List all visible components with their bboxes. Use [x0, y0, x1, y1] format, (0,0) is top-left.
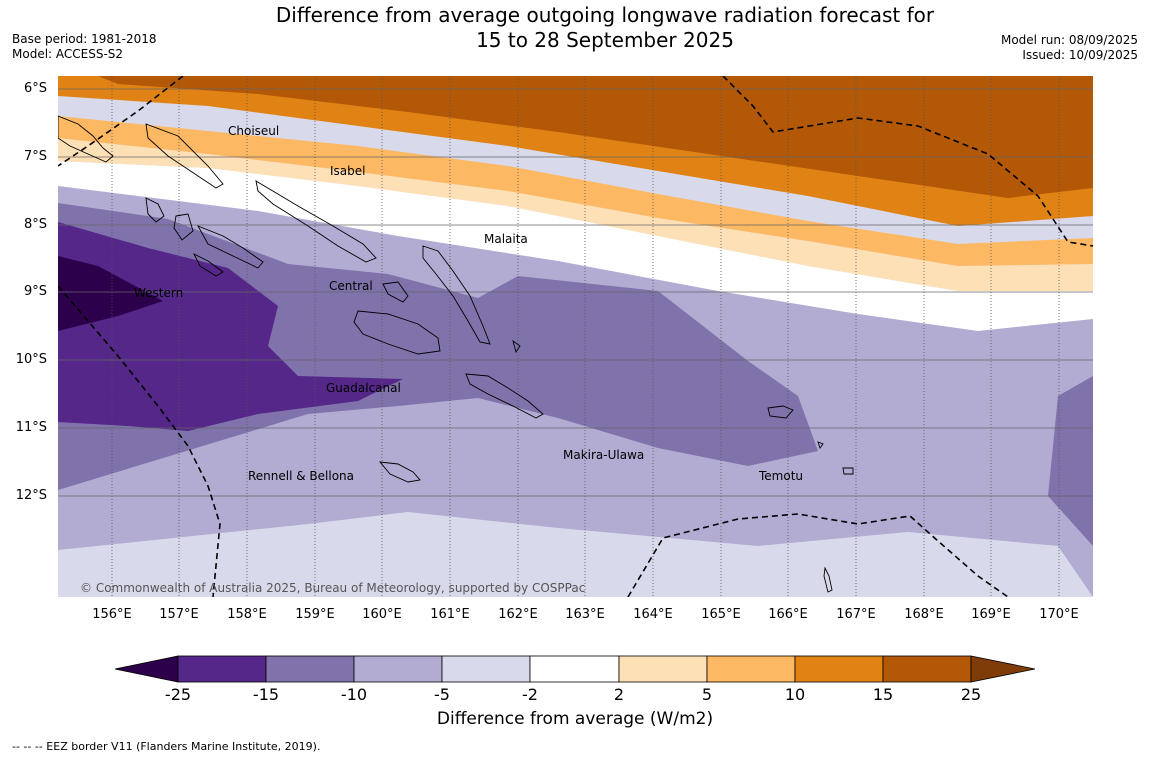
- island-tikopia: [842, 467, 854, 475]
- label-malaita: Malaita: [484, 232, 528, 246]
- lat-label-12s: 12°S: [15, 488, 47, 503]
- island-nendo: [767, 405, 794, 419]
- island-bougainville: [58, 115, 114, 163]
- eez-legend-note: -- -- -- EEZ border V11 (Flanders Marine…: [12, 740, 321, 753]
- lon-label-157e: 157°E: [159, 607, 199, 622]
- base-info: Base period: 1981-2018 Model: ACCESS-S2: [12, 32, 157, 62]
- island-new-georgia: [196, 225, 264, 269]
- eez-border: [58, 76, 1093, 597]
- island-vanikoro: [817, 441, 824, 449]
- label-western: Western: [134, 286, 183, 300]
- lon-label-165e: 165°E: [701, 607, 741, 622]
- island-nggela: [382, 281, 409, 303]
- model-run: Model run: 08/09/2025: [1000, 33, 1138, 47]
- band-minus15-minus10-west: [58, 203, 818, 490]
- lon-label-161e: 161°E: [430, 607, 470, 622]
- issued-date: Issued: 10/09/2025: [1022, 48, 1138, 62]
- lat-label-11s: 11°S: [15, 420, 47, 435]
- lon-label-163e: 163°E: [565, 607, 605, 622]
- band-minus25-minus15: [58, 222, 403, 431]
- base-period: Base period: 1981-2018: [12, 32, 157, 46]
- band-plus5-plus10: [58, 116, 1093, 266]
- colorbar-segment-9: [882, 655, 972, 683]
- label-isabel: Isabel: [330, 164, 365, 178]
- lon-label-166e: 166°E: [768, 607, 808, 622]
- colorbar-tick-plus2: 2: [613, 685, 625, 704]
- colorbar-tick-plus25: 25: [960, 685, 982, 704]
- label-makira-ulawa: Makira-Ulawa: [563, 448, 644, 462]
- colorbar-segment-min: [114, 655, 179, 683]
- island-southern-reef: [823, 566, 833, 593]
- island-malaita: [422, 245, 491, 345]
- island-rendova: [192, 252, 224, 277]
- island-ulawa: [512, 339, 521, 354]
- band-minus2-plus2: [58, 161, 1093, 331]
- band-below-minus25: [58, 256, 163, 331]
- lon-label-156e: 156°E: [92, 607, 132, 622]
- colorbar-title: Difference from average (W/m2): [436, 709, 714, 729]
- latitude-lines: [58, 88, 1093, 497]
- lon-label-167e: 167°E: [836, 607, 876, 622]
- colorbar-tick-minus10: -10: [340, 685, 368, 704]
- colorbar-segment-5: [529, 655, 620, 683]
- colorbar-segment-6: [618, 655, 708, 683]
- colorbar-tick-plus15: 15: [872, 685, 894, 704]
- colorbar-segment-8: [794, 655, 884, 683]
- olr-anomaly-map: Choiseul Isabel Malaita Western Central …: [58, 76, 1093, 597]
- island-choiseul: [145, 123, 224, 189]
- colorbar-segment-7: [706, 655, 796, 683]
- colorbar-segment-1: [177, 655, 267, 683]
- colorbar-tick-plus10: 10: [784, 685, 806, 704]
- map-title: Difference from average outgoing longwav…: [200, 3, 1010, 53]
- colorbar-tick-minus5: -5: [434, 685, 450, 704]
- lat-label-10s: 10°S: [15, 352, 47, 367]
- band-plus15-plus25: [98, 76, 1093, 198]
- copyright-notice: © Commonwealth of Australia 2025, Bureau…: [80, 581, 585, 595]
- island-isabel: [255, 180, 377, 263]
- colorbar-tick-minus15: -15: [252, 685, 280, 704]
- lat-label-8s: 8°S: [23, 217, 47, 232]
- label-rennell-bellona: Rennell & Bellona: [248, 469, 354, 483]
- colorbar-tick-minus25: -25: [164, 685, 192, 704]
- lon-label-160e: 160°E: [362, 607, 402, 622]
- lat-label-7s: 7°S: [23, 149, 47, 164]
- run-info: Model run: 08/09/2025 Issued: 10/09/2025: [1001, 33, 1138, 63]
- model-name: Model: ACCESS-S2: [12, 47, 124, 61]
- title-line-1: Difference from average outgoing longwav…: [275, 3, 935, 27]
- island-vella-lavella: [145, 197, 165, 223]
- label-central: Central: [329, 279, 373, 293]
- island-makira: [465, 373, 544, 419]
- island-guadalcanal: [353, 310, 441, 355]
- band-south-light: [58, 486, 1093, 597]
- lon-label-158e: 158°E: [227, 607, 267, 622]
- map-canvas: Choiseul Isabel Malaita Western Central …: [58, 76, 1093, 597]
- lon-label-170e: 170°E: [1039, 607, 1079, 622]
- title-line-2: 15 to 28 September 2025: [476, 28, 734, 52]
- lat-label-6s: 6°S: [23, 81, 47, 96]
- lon-label-164e: 164°E: [633, 607, 673, 622]
- colorbar-segment-4: [441, 655, 531, 683]
- label-guadalcanal: Guadalcanal: [326, 381, 401, 395]
- label-choiseul: Choiseul: [228, 124, 279, 138]
- lat-label-9s: 9°S: [23, 284, 47, 299]
- colorbar: [114, 655, 1036, 683]
- label-temotu: Temotu: [758, 469, 803, 483]
- colorbar-segment-2: [265, 655, 355, 683]
- lon-label-168e: 168°E: [904, 607, 944, 622]
- band-plus2-plus5: [58, 138, 1093, 291]
- colorbar-tick-minus2: -2: [522, 685, 538, 704]
- colorbar-segment-max: [970, 655, 1036, 683]
- colorbar-segment-3: [353, 655, 443, 683]
- coastlines: [58, 115, 854, 593]
- lon-label-162e: 162°E: [498, 607, 538, 622]
- island-rennell: [378, 461, 421, 483]
- lon-label-159e: 159°E: [295, 607, 335, 622]
- colorbar-tick-plus5: 5: [701, 685, 713, 704]
- lon-label-169e: 169°E: [971, 607, 1011, 622]
- island-kolombangara: [173, 213, 194, 241]
